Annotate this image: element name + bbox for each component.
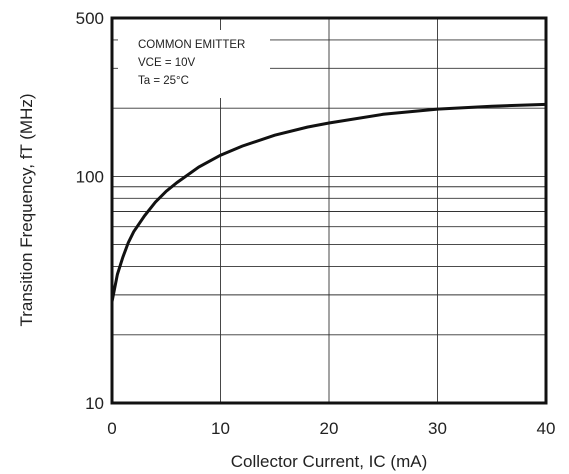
annotation-box: COMMON EMITTER VCE = 10V Ta = 25°C bbox=[118, 30, 270, 98]
data-line bbox=[110, 102, 548, 304]
plot-frame bbox=[110, 16, 548, 405]
y-tick-label-100: 100 bbox=[76, 167, 104, 186]
x-tick-label-30: 30 bbox=[428, 419, 447, 438]
annotation-configuration: COMMON EMITTER bbox=[138, 39, 245, 51]
annotation-vce: VCE = 10V bbox=[138, 57, 196, 69]
y-axis-label: Transition Frequency, fT (MHz) bbox=[17, 93, 36, 326]
x-tick-label-10: 10 bbox=[211, 419, 230, 438]
y-tick-label-500: 500 bbox=[76, 9, 104, 28]
y-tick-label-10: 10 bbox=[85, 394, 104, 413]
x-tick-label-20: 20 bbox=[320, 419, 339, 438]
x-tick-label-0: 0 bbox=[107, 419, 116, 438]
annotation-ta: Ta = 25°C bbox=[138, 75, 189, 87]
x-axis-label: Collector Current, IC (mA) bbox=[231, 452, 427, 471]
x-tick-labels: 0 10 20 30 40 bbox=[107, 419, 555, 438]
x-tick-label-40: 40 bbox=[537, 419, 556, 438]
y-tick-labels: 10 100 500 bbox=[76, 9, 104, 413]
